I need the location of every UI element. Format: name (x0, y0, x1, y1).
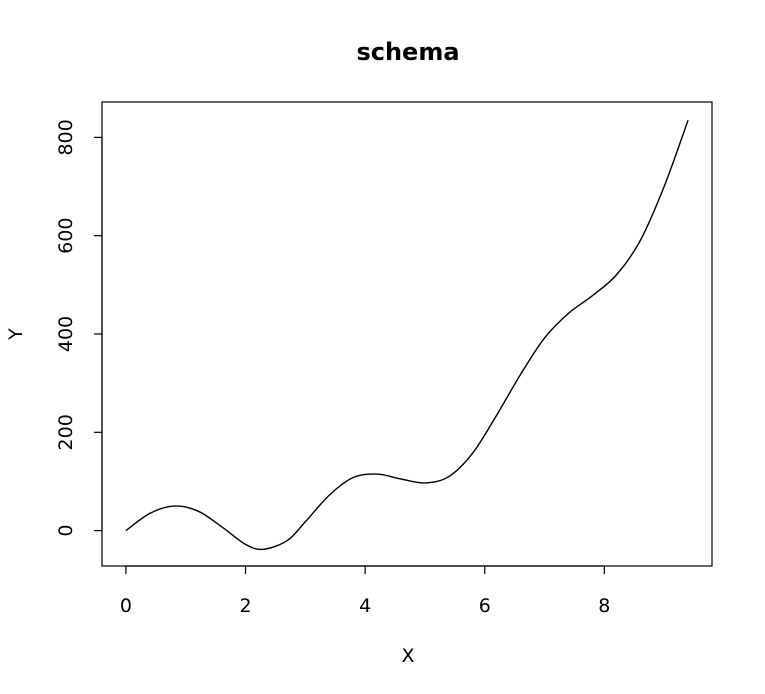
y-tick-label: 400 (55, 316, 77, 352)
y-axis-label: Y (5, 328, 27, 341)
chart-title: schema (356, 38, 459, 66)
x-tick-label: 8 (598, 595, 610, 617)
plot-frame (101, 101, 713, 567)
x-tick-label: 6 (479, 595, 491, 617)
x-axis-label: X (401, 645, 414, 667)
y-tick-label: 200 (55, 414, 77, 450)
y-tick-label: 800 (55, 119, 77, 155)
x-axis-ticks: 0 2 4 6 8 (120, 566, 610, 617)
y-tick-label: 600 (55, 218, 77, 254)
series-group (125, 119, 689, 551)
x-tick-label: 4 (359, 595, 371, 617)
x-tick-label: 0 (120, 595, 132, 617)
x-tick-label: 2 (239, 595, 251, 617)
y-tick-label: 0 (55, 525, 77, 537)
y-axis-ticks: 0 200 400 600 800 (55, 119, 102, 537)
series-line (125, 119, 689, 551)
